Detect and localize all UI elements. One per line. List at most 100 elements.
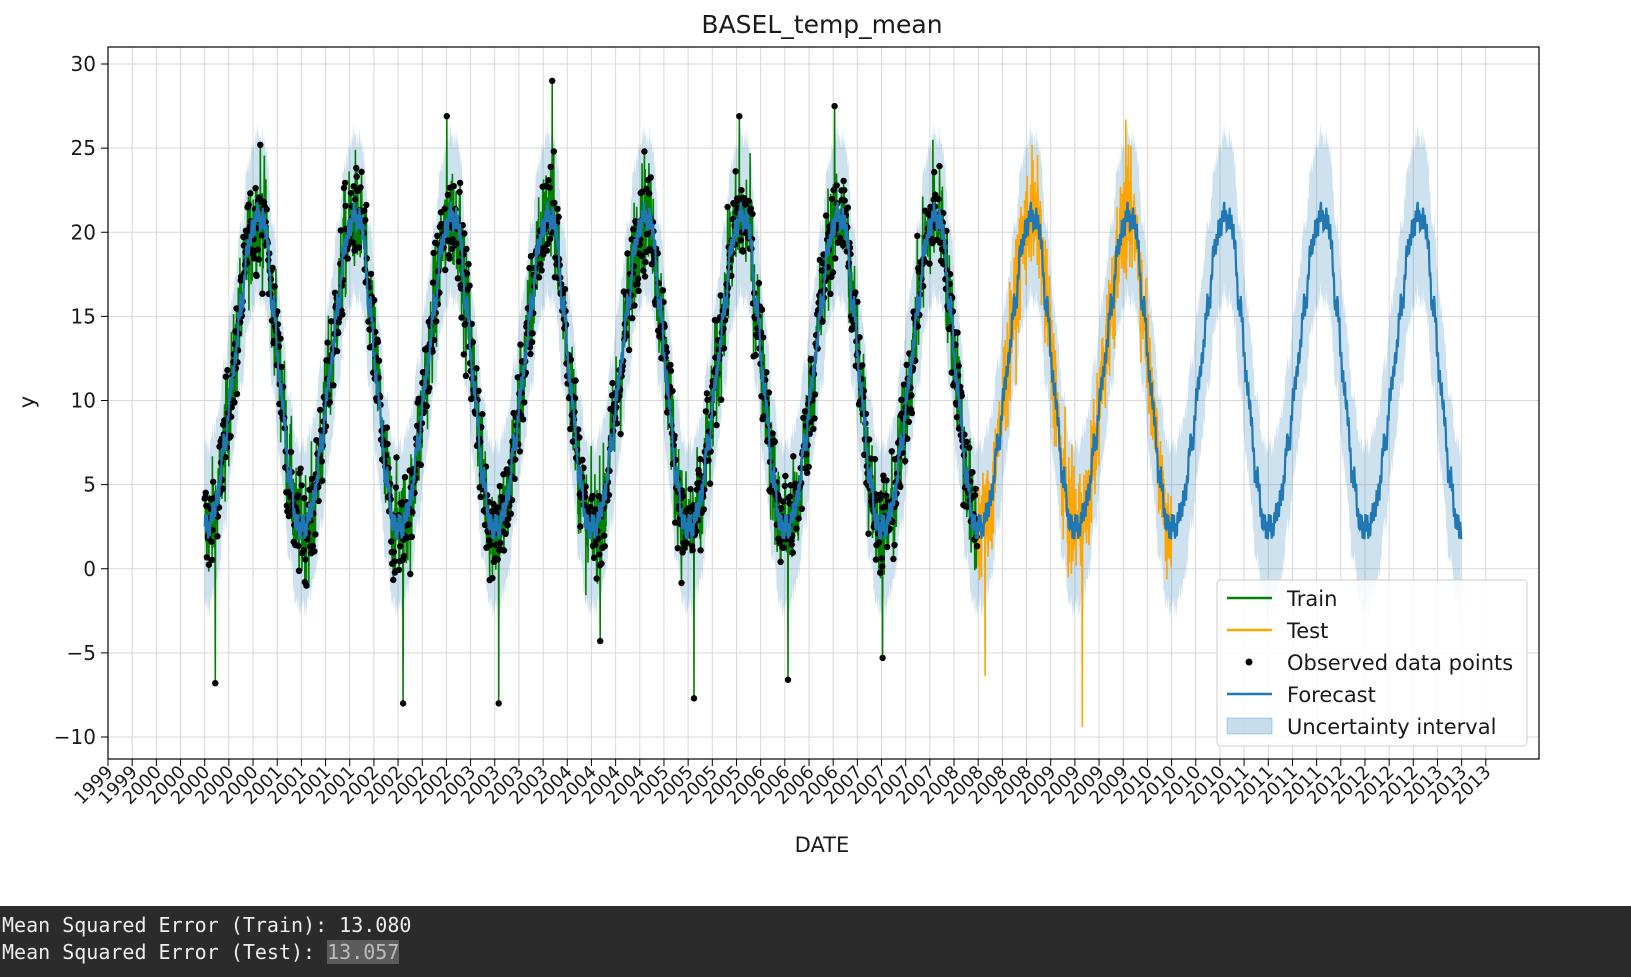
observed-point xyxy=(940,209,947,217)
observed-point xyxy=(449,236,456,243)
observed-point xyxy=(780,544,787,551)
observed-point xyxy=(771,438,778,445)
observed-point xyxy=(752,351,759,359)
observed-point xyxy=(590,554,598,561)
train-mse-value: 13.080 xyxy=(339,913,412,937)
observed-point xyxy=(363,201,370,209)
observed-point xyxy=(233,305,240,312)
observed-point xyxy=(888,448,895,455)
observed-point xyxy=(268,317,276,324)
observed-point xyxy=(202,489,209,496)
observed-point xyxy=(798,505,805,512)
observed-point xyxy=(462,372,470,379)
observed-point xyxy=(605,491,613,499)
legend-train-label: Train xyxy=(1286,587,1337,611)
observed-point xyxy=(747,205,755,212)
observed-point xyxy=(593,575,600,582)
observed-point xyxy=(390,576,397,584)
observed-point xyxy=(503,466,510,473)
observed-point xyxy=(642,258,649,266)
observed-point xyxy=(391,558,398,565)
observed-point xyxy=(442,266,449,274)
observed-point xyxy=(330,382,337,389)
observed-point xyxy=(210,478,217,486)
observed-point xyxy=(953,414,961,421)
observed-point xyxy=(257,141,264,148)
observed-point xyxy=(303,582,310,589)
observed-point xyxy=(295,567,303,574)
observed-point xyxy=(231,399,238,406)
observed-point xyxy=(973,542,981,550)
observed-point xyxy=(355,244,363,251)
observed-point xyxy=(469,339,476,346)
observed-point xyxy=(760,413,767,420)
observed-point xyxy=(463,270,471,277)
observed-point xyxy=(294,492,302,499)
observed-point xyxy=(545,177,552,184)
observed-point xyxy=(881,503,889,511)
observed-point xyxy=(544,240,551,248)
observed-point xyxy=(526,264,533,272)
observed-point xyxy=(679,492,687,500)
observed-point xyxy=(489,574,496,582)
observed-point xyxy=(877,569,884,576)
observed-point xyxy=(505,515,512,522)
observed-point xyxy=(401,474,409,481)
observed-point xyxy=(475,387,482,394)
chart-title: BASEL_temp_mean xyxy=(701,10,942,39)
observed-point xyxy=(879,654,886,662)
observed-point xyxy=(936,162,943,170)
observed-point xyxy=(634,275,642,282)
observed-point xyxy=(596,551,603,558)
observed-point xyxy=(203,554,210,561)
observed-point xyxy=(789,549,796,556)
observed-point xyxy=(537,260,544,268)
observed-point xyxy=(706,480,714,487)
observed-point xyxy=(971,492,979,499)
observed-point xyxy=(555,213,562,221)
observed-point xyxy=(460,351,467,358)
observed-point xyxy=(966,444,973,451)
observed-point xyxy=(456,188,463,196)
x-axis: 1999199920002000200020002000200120012001… xyxy=(70,759,1495,809)
observed-point xyxy=(453,240,460,247)
legend-test-label: Test xyxy=(1286,619,1328,643)
observed-point xyxy=(500,547,508,554)
observed-point xyxy=(634,280,641,288)
observed-point xyxy=(543,247,551,254)
observed-point xyxy=(769,430,776,437)
observed-point xyxy=(643,185,650,192)
observed-point xyxy=(224,367,231,374)
legend-uncertainty-swatch xyxy=(1226,717,1273,735)
test-mse-value[interactable]: 13.057 xyxy=(327,940,400,964)
grid-lines xyxy=(107,47,1539,759)
observed-point xyxy=(375,357,383,364)
observed-point xyxy=(587,504,594,511)
observed-point xyxy=(252,185,259,192)
y-axis: −10 −5 0 5 10 15 20 25 30 xyxy=(54,52,108,749)
observed-point xyxy=(745,197,752,205)
observed-point xyxy=(822,212,830,219)
observed-point xyxy=(569,438,577,445)
observed-point xyxy=(601,532,608,539)
observed-point xyxy=(516,448,524,455)
observed-point xyxy=(393,454,400,461)
observed-point xyxy=(255,256,262,263)
observed-point xyxy=(572,377,579,384)
observed-point xyxy=(786,500,793,507)
observed-point xyxy=(926,260,933,267)
observed-point xyxy=(732,168,739,175)
observed-point xyxy=(811,415,818,422)
observed-point xyxy=(407,570,414,578)
observed-point xyxy=(528,338,536,346)
observed-point xyxy=(841,186,848,194)
observed-point xyxy=(444,191,452,198)
observed-point xyxy=(631,302,638,309)
observed-point xyxy=(720,345,728,352)
observed-point xyxy=(641,148,648,155)
observed-point xyxy=(810,425,817,433)
observed-point xyxy=(549,77,556,85)
observed-point xyxy=(718,396,725,403)
observed-point xyxy=(872,556,880,563)
observed-point xyxy=(678,579,685,587)
